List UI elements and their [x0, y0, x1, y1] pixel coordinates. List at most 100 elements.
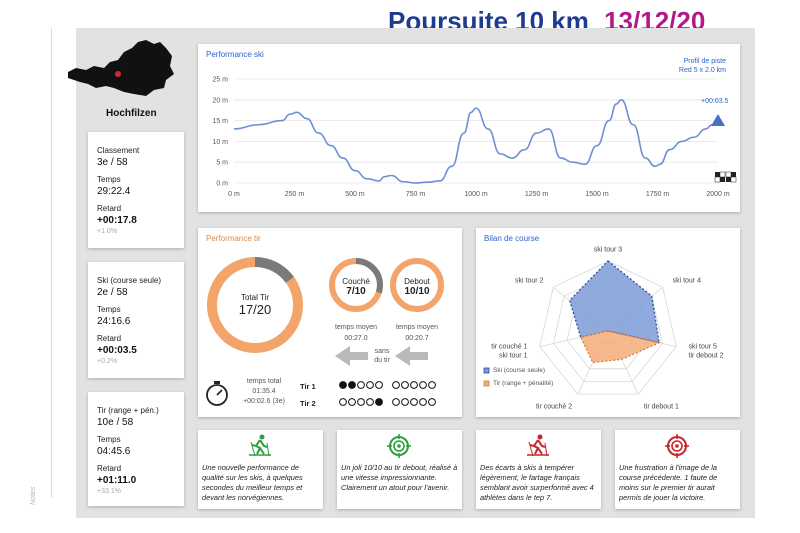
total-time-delta: +00:02.6 (3e)	[243, 398, 285, 405]
standing-label: Debout	[404, 277, 430, 286]
location-marker-icon	[115, 71, 121, 77]
shooting-rings	[206, 257, 444, 406]
shooting-stats-card: Tir (range + pén.) 10e / 58 Temps 04:45.…	[88, 392, 184, 506]
notes-label: Notes	[30, 486, 37, 505]
stat-delay-label: Retard	[97, 204, 122, 213]
stat-delay-pct: +33.1%	[97, 488, 121, 495]
shot-dot	[410, 381, 418, 389]
insight-card: Des écarts à skis à tempérer légèrement,…	[476, 430, 601, 509]
target-icon	[387, 434, 411, 458]
ski-line-chart: 0 m 5 m 10 m 15 m 20 m 25 m 0 m 250 m 500 m 750 m…	[212, 77, 737, 198]
radar-spoke	[539, 330, 609, 347]
stat-title: Ski (course seule)	[97, 276, 162, 285]
left-arrow-icon	[395, 346, 428, 366]
stat-value: 3e / 58	[97, 157, 128, 168]
prone-value: 7/10	[346, 286, 366, 297]
insight-card: Un joli 10/10 au tir debout, réalisé à u…	[337, 430, 462, 509]
legend-tir-label: Tir (range + pénalité)	[493, 380, 554, 387]
tir-radar-area	[579, 330, 662, 364]
y-tick-label: 10 m	[212, 139, 228, 146]
austria-map-icon	[68, 40, 174, 96]
shot-dot	[428, 398, 436, 406]
insight-text: Une nouvelle performance de qualité sur …	[202, 463, 303, 502]
standing-ring-track	[390, 258, 444, 312]
prone-label: Couché	[342, 277, 370, 286]
standing-avg-label: temps moyen	[395, 324, 439, 331]
radar-axis-label: tir debout 1	[644, 403, 679, 410]
stat-delay: +01:11.0	[97, 475, 137, 486]
race-summary-card: Bilan de course ski tour 3 ski tour 4 ski …	[476, 228, 740, 417]
shot-dot	[348, 398, 356, 406]
stat-title: Classement	[97, 146, 140, 155]
stat-value: 2e / 58	[97, 287, 128, 298]
shot-dot	[357, 381, 365, 389]
ski-chart-title: Performance ski	[206, 50, 264, 59]
stat-time-label: Temps	[97, 305, 121, 314]
prone-avg-label: temps moyen	[334, 324, 378, 331]
stat-time: 24:16.6	[97, 316, 131, 327]
radar-axis-label: ski tour 5	[689, 343, 718, 350]
shot-row-label: Tir 2	[300, 399, 316, 408]
x-tick-label: 1000 m	[464, 191, 488, 198]
insight-text: Un joli 10/10 au tir debout, réalisé à u…	[341, 463, 458, 492]
radar-axis-label: ski tour 2	[515, 277, 544, 284]
x-tick-label: 250 m	[285, 191, 305, 198]
margin-divider	[51, 28, 52, 498]
stopwatch-icon	[206, 381, 228, 406]
stat-delay-pct: +1.0%	[97, 228, 118, 235]
standing-avg: 00:20.7	[405, 335, 429, 342]
ski-stats-card: Ski (course seule) 2e / 58 Temps 24:16.6…	[88, 262, 184, 378]
legend-ski-label: Ski (course seule)	[493, 367, 546, 374]
y-tick-label: 0 m	[216, 181, 228, 188]
shot-dot	[366, 381, 374, 389]
shooting-title: Performance tir	[206, 234, 261, 243]
total-time: 01:35.4	[252, 388, 276, 395]
shot-dot	[410, 398, 418, 406]
shot-dot	[375, 381, 383, 389]
arrows-label: sans du tir	[374, 348, 390, 364]
checkered-flag-icon	[714, 171, 737, 183]
stat-delay-label: Retard	[97, 334, 122, 343]
standing-value: 10/10	[404, 286, 430, 297]
total-value: 17/20	[238, 302, 272, 317]
left-arrow-icon	[335, 346, 368, 366]
shot-dot	[419, 381, 427, 389]
x-tick-label: 0 m	[228, 191, 240, 198]
insight-text: Des écarts à skis à tempérer légèrement,…	[480, 463, 594, 502]
shot-dot	[428, 381, 436, 389]
profile-detail: Red 5 x 2.0 km	[678, 67, 726, 74]
stat-delay-pct: +0.2%	[97, 358, 118, 365]
radar-axis-label: tir couché 2	[536, 403, 572, 410]
stat-delay: +00:17.8	[97, 215, 137, 226]
stat-delay: +00:03.5	[97, 345, 137, 356]
shot-dot	[348, 381, 356, 389]
y-tick-label: 15 m	[212, 118, 228, 125]
shot-row-label: Tir 1	[300, 382, 316, 391]
radar-chart: ski tour 3 ski tour 4 ski tour 5 tir debout…	[483, 246, 724, 410]
x-tick-label: 500 m	[345, 191, 365, 198]
stat-title: Tir (range + pén.)	[97, 406, 159, 415]
total-ring-miss	[207, 257, 303, 353]
shot-dot	[401, 381, 409, 389]
stat-value: 10e / 58	[97, 417, 134, 428]
shot-dot	[375, 398, 383, 406]
shot-dot	[366, 398, 374, 406]
radar-axis-label: ski tour 4	[673, 277, 702, 284]
y-tick-label: 25 m	[212, 77, 228, 84]
radar-title: Bilan de course	[484, 234, 540, 243]
stat-delay-label: Retard	[97, 464, 122, 473]
x-tick-label: 750 m	[406, 191, 426, 198]
insight-card: Une nouvelle performance de qualité sur …	[198, 430, 323, 509]
prone-avg: 00:27.0	[344, 335, 368, 342]
total-time-label: temps total	[246, 378, 282, 385]
end-marker-icon	[711, 114, 725, 126]
ski-gap-line	[233, 98, 713, 184]
profile-label: Profil de piste	[683, 58, 726, 65]
x-tick-label: 1500 m	[585, 191, 609, 198]
end-delay-label: +00:03.5	[701, 98, 729, 105]
radar-axis-label: ski tour 3	[594, 246, 623, 253]
shot-dot	[401, 398, 409, 406]
ski-radar-area	[568, 260, 660, 344]
stat-time-label: Temps	[97, 175, 121, 184]
legend-tir-swatch	[483, 380, 490, 387]
